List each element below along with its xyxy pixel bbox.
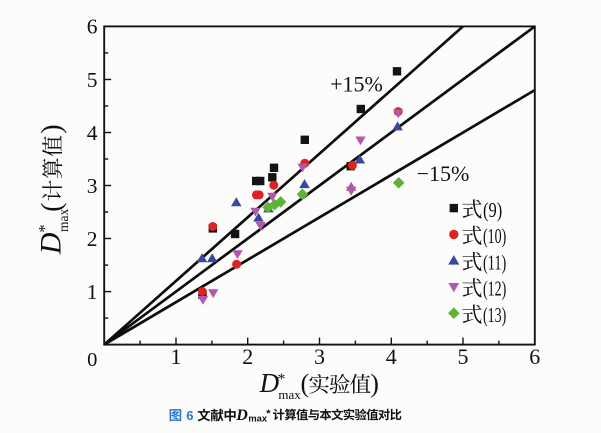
svg-text:max: max xyxy=(248,414,267,424)
svg-text:(10): (10) xyxy=(483,224,506,248)
svg-text:(: ( xyxy=(37,202,68,211)
svg-text:(: ( xyxy=(301,369,310,398)
svg-text:4: 4 xyxy=(87,121,98,145)
svg-text:5: 5 xyxy=(458,344,469,369)
svg-text:1: 1 xyxy=(171,344,182,369)
svg-text:D: D xyxy=(259,368,280,398)
svg-text:2: 2 xyxy=(87,227,98,251)
svg-text:(11): (11) xyxy=(483,250,506,274)
svg-text:(12): (12) xyxy=(483,277,506,301)
svg-text:−15%: −15% xyxy=(417,161,470,186)
svg-text:*: * xyxy=(266,408,271,420)
svg-text:4: 4 xyxy=(386,344,397,369)
svg-text:(13): (13) xyxy=(483,303,506,327)
svg-text:6: 6 xyxy=(186,408,193,423)
svg-text:6: 6 xyxy=(529,344,540,369)
svg-text:+15%: +15% xyxy=(330,72,383,97)
svg-text:6: 6 xyxy=(87,15,98,39)
svg-text:*: * xyxy=(277,371,285,388)
svg-text:max: max xyxy=(278,387,301,402)
svg-text:3: 3 xyxy=(87,174,98,198)
svg-text:): ) xyxy=(37,124,68,133)
svg-text:0: 0 xyxy=(87,349,97,371)
svg-text:max: max xyxy=(56,209,71,232)
svg-text:D: D xyxy=(35,232,68,255)
svg-text:1: 1 xyxy=(87,280,98,304)
svg-text:(9): (9) xyxy=(483,198,502,222)
svg-text:3: 3 xyxy=(314,344,325,369)
svg-text:5: 5 xyxy=(87,68,98,92)
svg-text:2: 2 xyxy=(242,344,253,369)
svg-text:*: * xyxy=(35,224,54,233)
svg-text:): ) xyxy=(370,369,379,398)
svg-text:D: D xyxy=(235,407,248,424)
